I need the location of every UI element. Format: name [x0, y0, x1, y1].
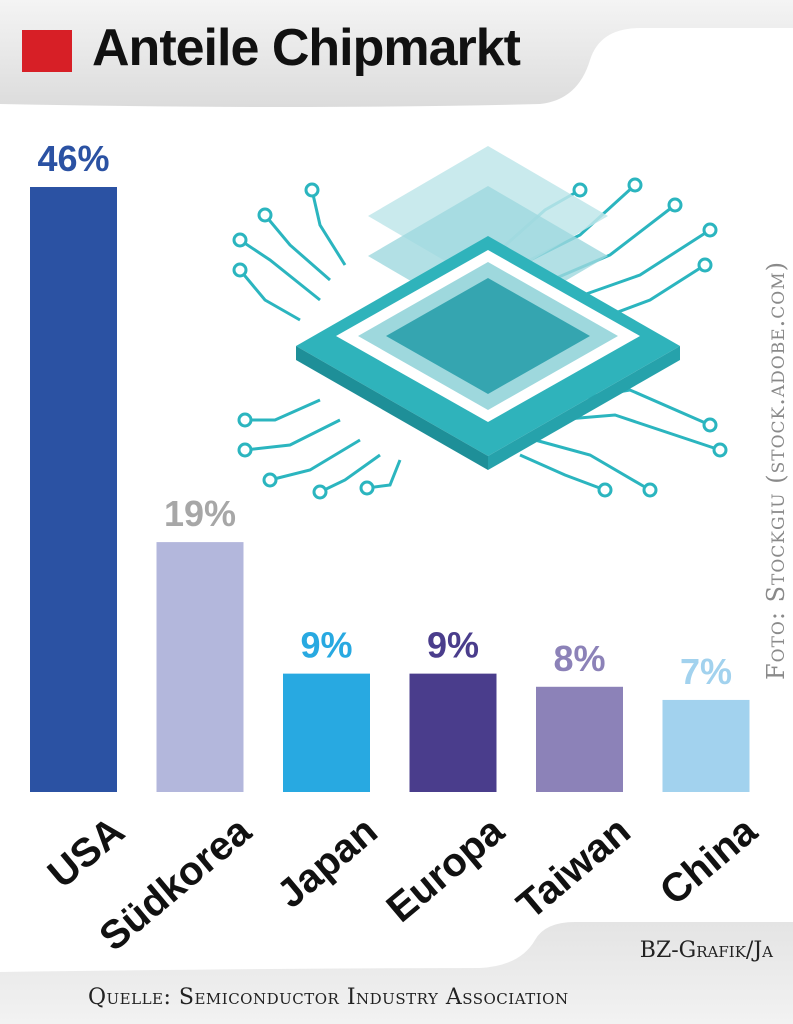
category-label: Taiwan: [509, 809, 639, 928]
footer-background: [0, 922, 793, 1024]
graphic-credit: BZ-Grafik/Ja: [639, 938, 773, 963]
header-background: [0, 0, 793, 107]
chart-title: Anteile Chipmarkt: [92, 19, 521, 77]
value-label: 9%: [427, 625, 479, 666]
footer-band: [0, 920, 793, 1024]
bar-usa: [30, 187, 117, 792]
category-label: Europa: [378, 808, 512, 931]
source-note: Quelle: Semiconductor Industry Associati…: [88, 985, 569, 1010]
category-label: China: [652, 808, 766, 914]
chip-illustration: [232, 146, 728, 500]
bar-europa: [409, 673, 497, 792]
value-label: 7%: [680, 651, 732, 692]
bar-china: [662, 699, 750, 792]
bar-südkorea: [156, 542, 244, 792]
title-marker: [22, 30, 72, 72]
category-label: USA: [40, 809, 133, 897]
bar-taiwan: [536, 686, 623, 792]
value-label: 19%: [164, 493, 236, 534]
bar-japan: [283, 673, 370, 792]
value-label: 46%: [37, 138, 109, 179]
photo-credit: Foto: Stockgiu (stock.adobe.com): [762, 261, 790, 680]
value-label: 8%: [553, 638, 605, 679]
category-label: Japan: [269, 809, 386, 917]
header-band: [0, 0, 793, 110]
value-label: 9%: [300, 625, 352, 666]
